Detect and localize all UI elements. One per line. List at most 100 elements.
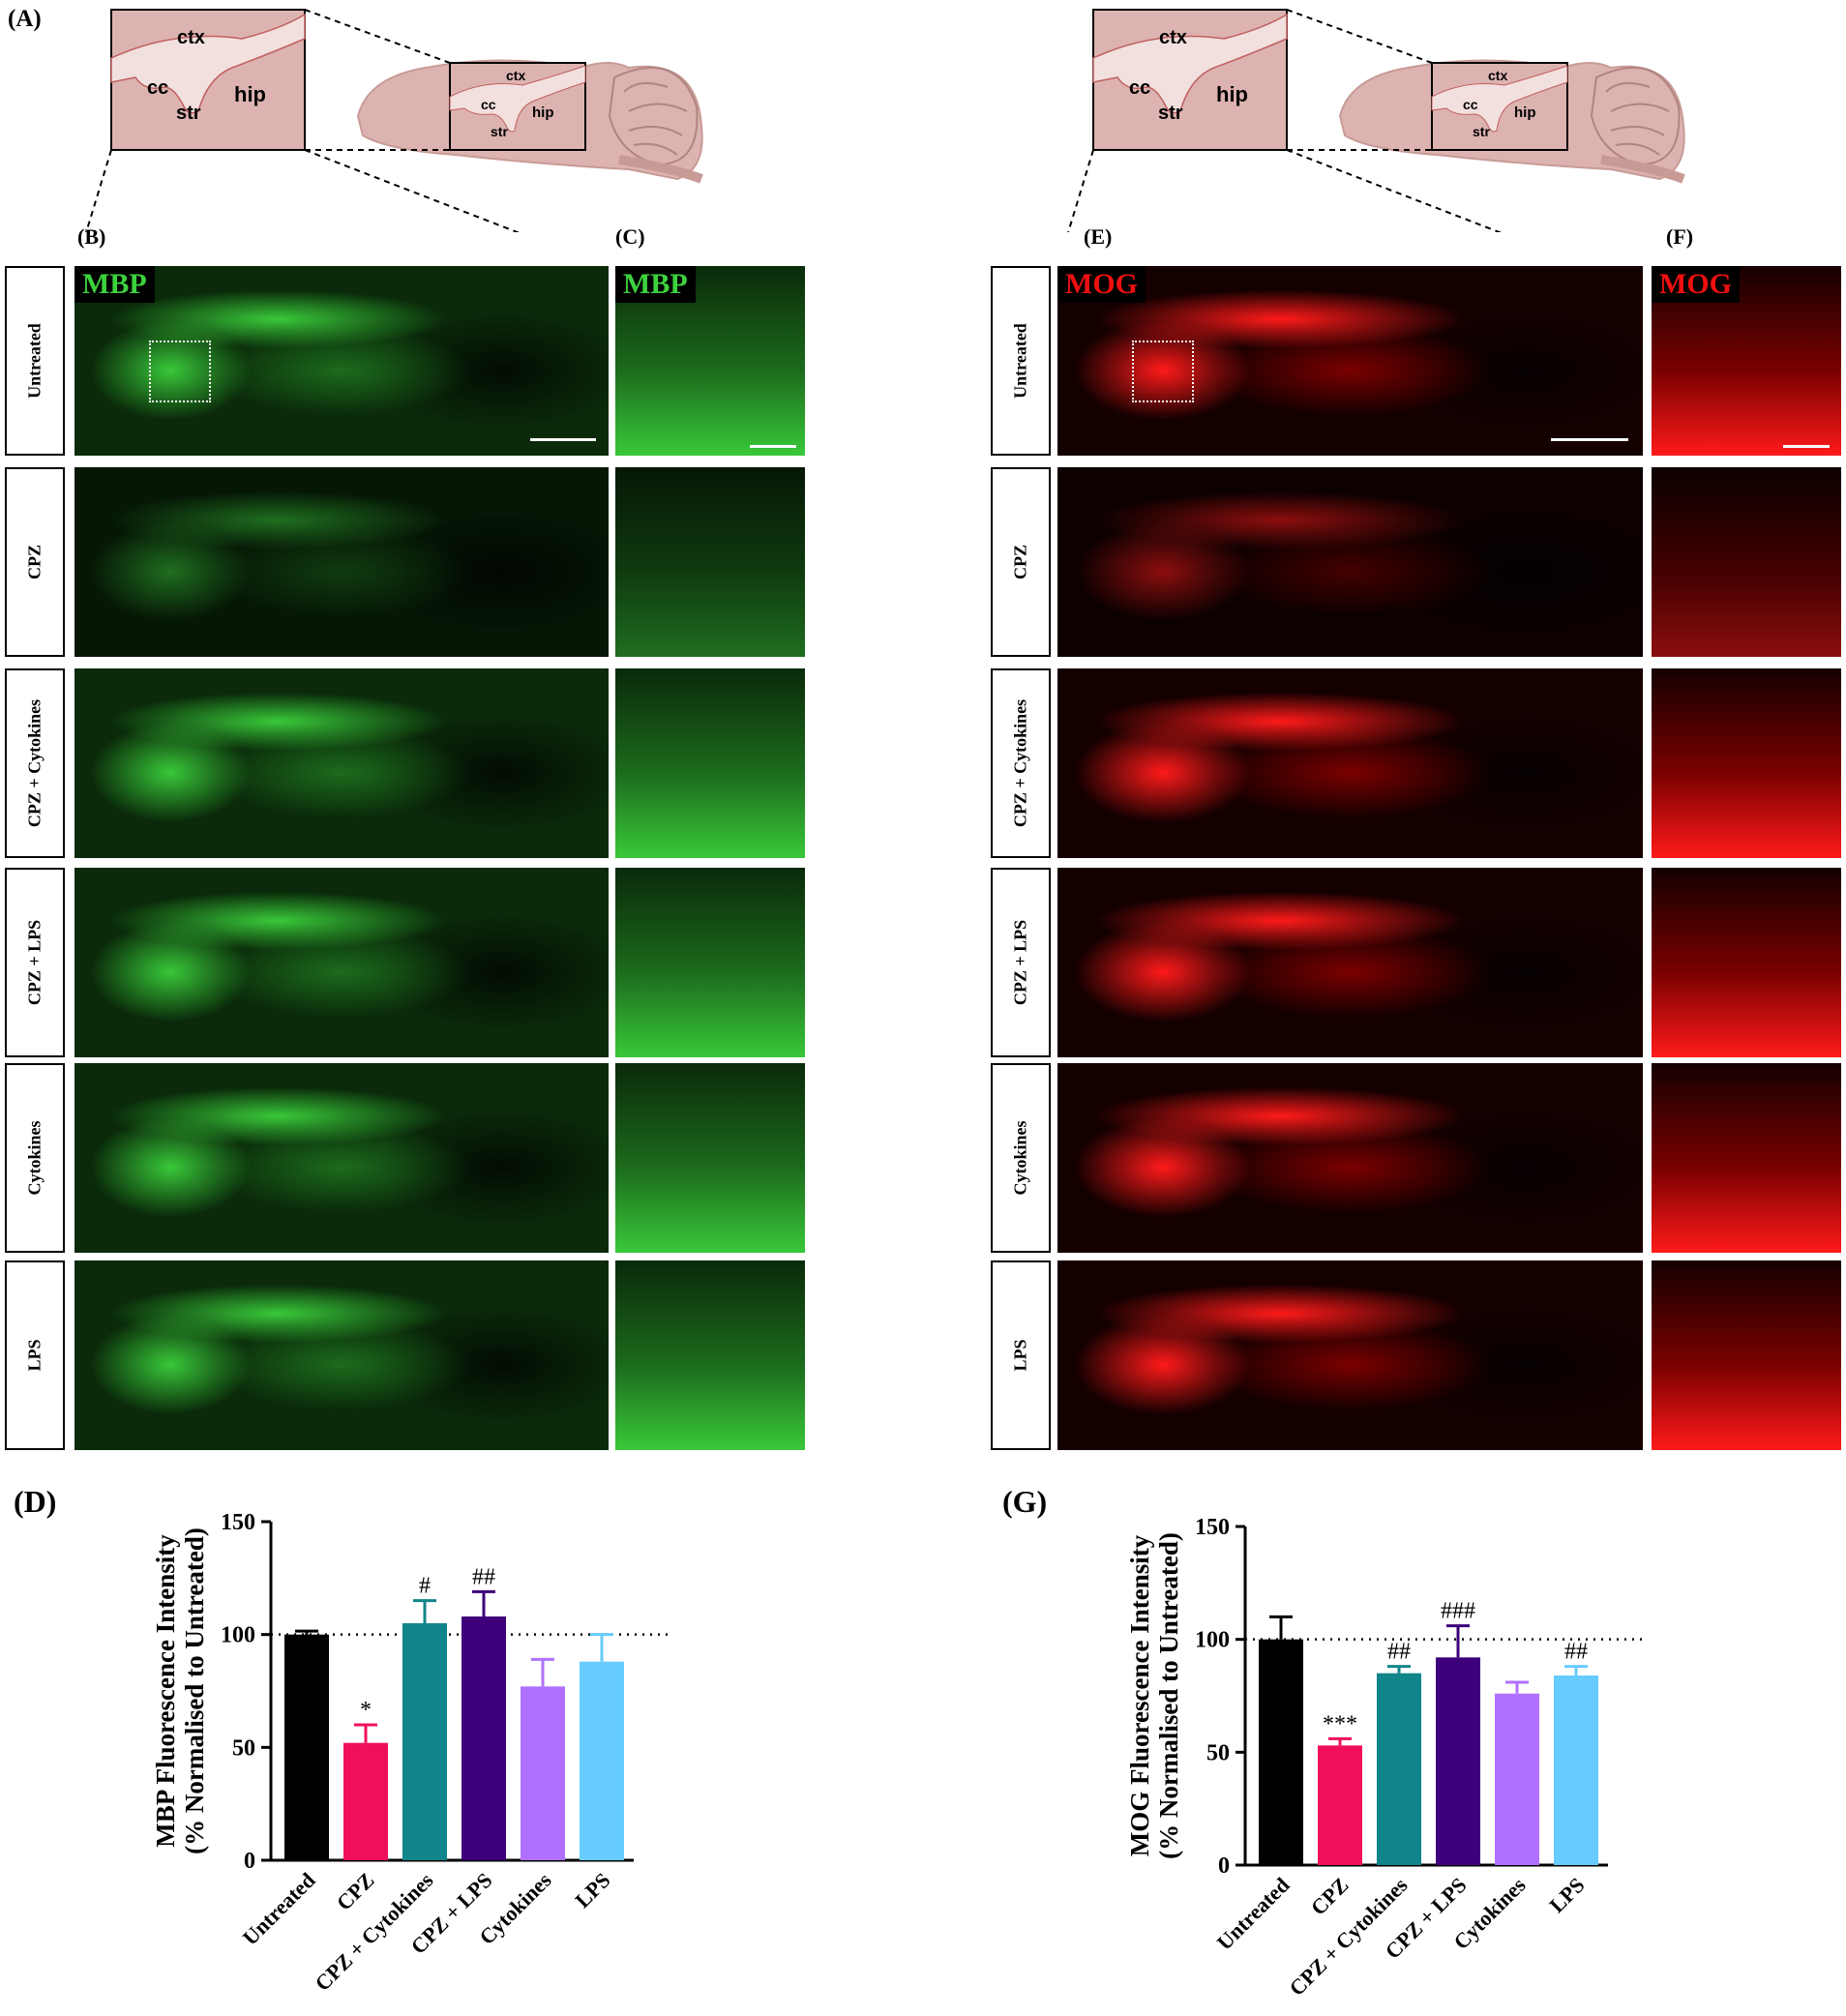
y-tick-label: 0 <box>1218 1853 1230 1879</box>
significance-mark: # <box>419 1574 431 1599</box>
diagram-label-ctx-2: ctx <box>1159 27 1187 48</box>
zoom-micrograph <box>1652 1260 1841 1450</box>
diagram-label-str-2: str <box>1158 103 1183 124</box>
panel-label-g: (G) <box>1002 1484 1048 1519</box>
marker-label: MOG <box>1057 266 1146 303</box>
panel-label-a: (A) <box>8 6 42 32</box>
diagram-label-hip-small-2: hip <box>1514 104 1536 121</box>
panel-label-b: (B) <box>77 224 106 249</box>
panel-label-f: (F) <box>1666 224 1694 249</box>
y-axis-label: MOG Fluorescence Intensity <box>1125 1534 1154 1856</box>
scale-bar-zoom <box>750 445 796 448</box>
main-micrograph <box>1057 668 1643 858</box>
main-micrograph <box>1057 467 1643 657</box>
x-tick-label: Untreated <box>238 1868 320 1950</box>
diagram-label-cc-small-2: cc <box>1463 97 1478 112</box>
y-tick-label: 100 <box>221 1623 255 1648</box>
scale-bar <box>1551 438 1628 441</box>
main-micrograph <box>1057 868 1643 1057</box>
zoom-micrograph <box>1652 868 1841 1057</box>
significance-mark: ### <box>1441 1599 1475 1624</box>
x-tick-label: LPS <box>570 1868 614 1912</box>
panel-label-d: (D) <box>14 1484 57 1519</box>
panel-label-e: (E) <box>1084 224 1113 249</box>
bar-4 <box>521 1686 565 1860</box>
diagram-label-cc: cc <box>147 77 169 99</box>
diagram-label-ctx-small-2: ctx <box>1488 68 1508 83</box>
y-tick-label: 50 <box>1206 1740 1230 1765</box>
bar-2 <box>1377 1673 1421 1865</box>
zoom-micrograph <box>1652 1063 1841 1253</box>
row-label-3: CPZ + LPS <box>991 868 1051 1057</box>
bar-5 <box>1554 1675 1598 1865</box>
marker-label-zoom: MOG <box>1652 266 1740 303</box>
row-label-0: Untreated <box>5 266 65 456</box>
zoom-micrograph <box>1652 467 1841 657</box>
row-label-1: CPZ <box>5 467 65 657</box>
row-label-0: Untreated <box>991 266 1051 456</box>
row-label-4: Cytokines <box>991 1063 1051 1253</box>
zoom-region-box <box>1132 341 1194 402</box>
significance-mark: *** <box>1323 1711 1357 1736</box>
row-label-1: CPZ <box>991 467 1051 657</box>
diagram-label-cc-2: cc <box>1129 77 1151 99</box>
x-tick-label: CPZ <box>332 1868 379 1915</box>
bar-3 <box>462 1616 506 1860</box>
marker-label: MBP <box>74 266 155 303</box>
diagram-label-hip: hip <box>234 82 266 106</box>
y-axis-label-2: (% Normalised to Untreated) <box>1154 1532 1183 1859</box>
significance-mark: ## <box>1564 1640 1588 1665</box>
main-micrograph <box>74 868 609 1057</box>
diagram-label-str: str <box>176 103 201 124</box>
bar-1 <box>1318 1745 1362 1865</box>
row-label-2: CPZ + Cytokines <box>5 668 65 858</box>
diagram-label-cc-small: cc <box>481 97 496 112</box>
row-label-3: CPZ + LPS <box>5 868 65 1057</box>
brain-diagram <box>85 0 1846 232</box>
x-tick-label: Untreated <box>1212 1873 1295 1955</box>
marker-label-zoom: MBP <box>615 266 696 303</box>
scale-bar-zoom <box>1783 445 1830 448</box>
zoom-micrograph <box>615 467 805 657</box>
zoom-micrograph <box>615 868 805 1057</box>
bar-5 <box>580 1661 624 1860</box>
diagram-label-hip-2: hip <box>1216 82 1248 106</box>
y-tick-label: 150 <box>1195 1515 1230 1540</box>
zoom-micrograph <box>1652 668 1841 858</box>
y-tick-label: 100 <box>1195 1628 1230 1653</box>
diagram-label-hip-small: hip <box>532 104 554 121</box>
significance-mark: ## <box>1387 1640 1411 1665</box>
zoom-micrograph <box>615 668 805 858</box>
row-label-5: LPS <box>5 1260 65 1450</box>
main-micrograph <box>74 668 609 858</box>
main-micrograph <box>74 467 609 657</box>
significance-mark: * <box>360 1698 372 1723</box>
y-tick-label: 0 <box>244 1849 255 1874</box>
y-axis-label-2: (% Normalised to Untreated) <box>180 1527 209 1854</box>
significance-mark: ## <box>472 1564 495 1589</box>
bar-1 <box>343 1742 388 1860</box>
y-axis-label: MBP Fluorescence Intensity <box>151 1534 180 1848</box>
diagram-label-str-small: str <box>491 124 508 139</box>
diagram-label-ctx: ctx <box>177 27 205 48</box>
row-label-2: CPZ + Cytokines <box>991 668 1051 858</box>
x-tick-label: LPS <box>1544 1873 1589 1917</box>
scale-bar <box>530 438 596 441</box>
main-micrograph <box>1057 1260 1643 1450</box>
row-label-5: LPS <box>991 1260 1051 1450</box>
y-tick-label: 150 <box>221 1510 255 1535</box>
x-tick-label: CPZ <box>1306 1873 1354 1920</box>
bar-0 <box>1259 1639 1303 1865</box>
main-micrograph <box>1057 1063 1643 1253</box>
row-label-4: Cytokines <box>5 1063 65 1253</box>
diagram-label-ctx-small: ctx <box>506 68 526 83</box>
bar-3 <box>1436 1657 1480 1865</box>
bar-0 <box>284 1634 329 1860</box>
main-micrograph <box>74 1063 609 1253</box>
diagram-label-str-small-2: str <box>1473 124 1490 139</box>
zoom-region-box <box>149 341 211 402</box>
bar-4 <box>1495 1693 1539 1865</box>
main-micrograph <box>74 1260 609 1450</box>
